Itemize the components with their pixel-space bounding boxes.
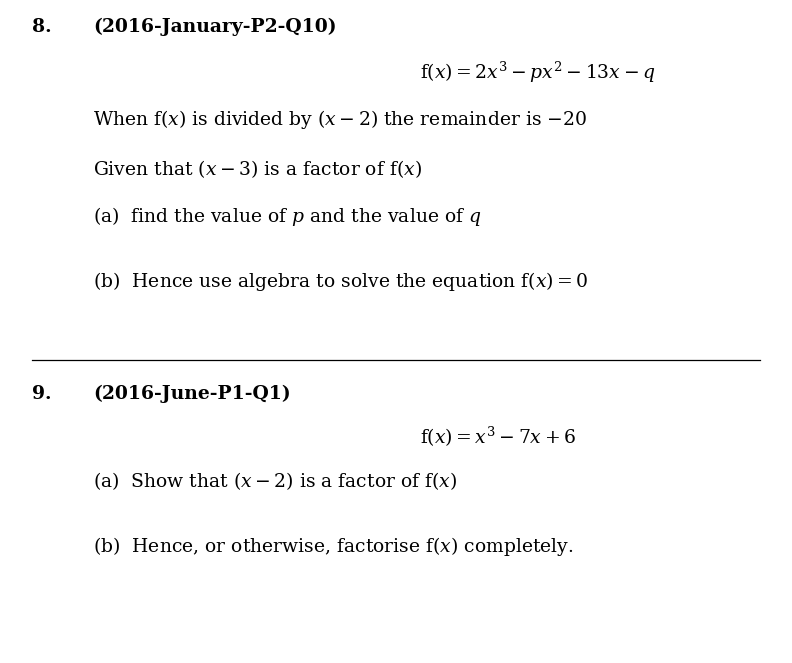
Text: (b)  Hence, or otherwise, factorise f$(x)$ completely.: (b) Hence, or otherwise, factorise f$(x)… [93, 535, 573, 558]
Text: (2016-January-P2-Q10): (2016-January-P2-Q10) [93, 18, 337, 36]
Text: (a)  Show that $(x-2)$ is a factor of f$(x)$: (a) Show that $(x-2)$ is a factor of f$(… [93, 470, 457, 492]
Text: (b)  Hence use algebra to solve the equation f$(x) = 0$: (b) Hence use algebra to solve the equat… [93, 270, 588, 293]
Text: $\mathrm{f}(x) = x^3 - 7x + 6$: $\mathrm{f}(x) = x^3 - 7x + 6$ [420, 425, 576, 449]
Text: (a)  find the value of $p$ and the value of $q$: (a) find the value of $p$ and the value … [93, 205, 482, 228]
Text: Given that $(x-3)$ is a factor of f$(x)$: Given that $(x-3)$ is a factor of f$(x)$ [93, 158, 422, 180]
Text: (2016-June-P1-Q1): (2016-June-P1-Q1) [93, 385, 291, 403]
Text: $\mathrm{f}(x) = 2x^3 - px^2 - 13x - q$: $\mathrm{f}(x) = 2x^3 - px^2 - 13x - q$ [420, 60, 656, 86]
Text: 8.: 8. [32, 18, 51, 36]
Text: 9.: 9. [32, 385, 51, 403]
Text: When f$(x)$ is divided by $(x-2)$ the remainder is $-20$: When f$(x)$ is divided by $(x-2)$ the re… [93, 108, 587, 131]
